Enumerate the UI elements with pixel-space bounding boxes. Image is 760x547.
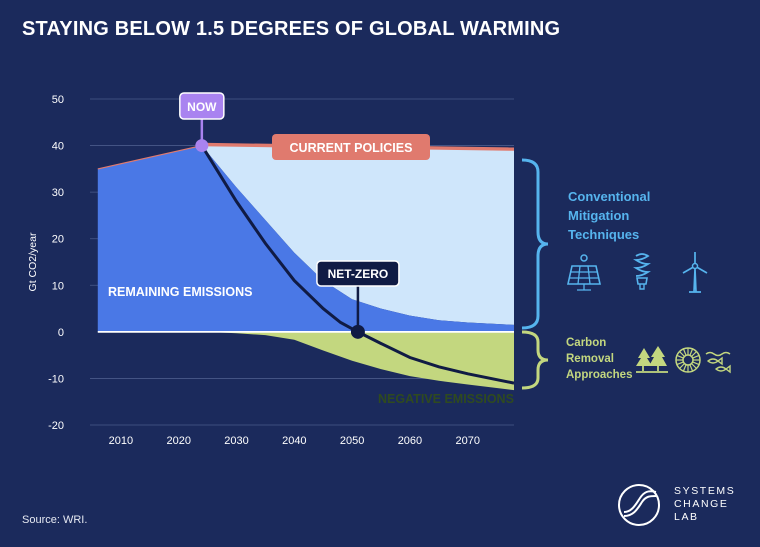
now-marker [195,139,209,153]
current-policies-label-box [272,134,430,160]
logo-text-lab: LAB [674,511,699,523]
x-tick-label: 2020 [166,435,190,447]
bulb-base-part [636,277,648,285]
logo-mark-icon [618,484,660,526]
conventional-mitigation-bracket [521,158,549,330]
fish-part [706,356,723,366]
icons [567,252,731,374]
petal-part [689,364,694,372]
petal-part [692,354,700,359]
tree-part [649,346,667,366]
systems-change-lab-logo: SYSTEMS CHANGE LAB [616,482,756,528]
sun-part [580,254,588,262]
petal-part [691,351,697,357]
remaining-emissions-area [97,145,514,332]
y-tick-label: -10 [48,373,64,385]
x-tick-label: 2050 [340,435,364,447]
wind-turbine-icon [682,252,708,293]
sunflower-icon [675,347,701,373]
petal-part [689,348,694,356]
trees-icon [636,346,668,373]
y-axis-label: Gt CO2/year [27,232,39,291]
y-tick-label: 0 [58,327,64,339]
now-label: NOW [187,100,217,114]
net-zero-label: NET-ZERO [328,267,389,281]
logo-text-change: CHANGE [674,498,729,510]
fish-icon [705,351,731,374]
petal-part [682,364,687,372]
y-tick-label: 20 [52,234,64,246]
now-label-box [179,92,225,120]
carbon-removal-label: Removal [566,353,614,365]
area-layer [97,142,515,391]
current-policies-label: CURRENT POLICIES [290,141,413,155]
light-bulb-icon [633,253,651,290]
conventional-mitigation-area [201,145,515,325]
x-tick-label: 2070 [456,435,480,447]
source-note: Source: WRI. [22,514,88,526]
carbon-removal-label: Carbon [566,337,606,349]
carbon-removal-bracket [521,330,549,390]
annotations: NOW NET-ZERO CURRENT POLICIES REMAINING EMI… [108,92,650,406]
hub-part [691,262,699,270]
y-tick-label: 10 [52,280,64,292]
net-zero-label-box [316,260,400,287]
petal-part [676,354,684,359]
petal-part [692,361,700,366]
petal-part [676,361,684,366]
petal-part [682,348,687,356]
petal-part [691,363,697,369]
chart-title: STAYING BELOW 1.5 DEGREES OF GLOBAL WARM… [22,18,561,40]
x-tick-label: 2040 [282,435,306,447]
y-tick-label: 40 [52,141,64,153]
conventional-mitigation-label: Techniques [568,227,639,242]
y-tick-label: 50 [52,94,64,106]
x-tick-label: 2060 [398,435,422,447]
conventional-mitigation-label: Conventional [568,189,650,204]
negative-emissions-area [97,331,514,391]
remaining-emissions-label: REMAINING EMISSIONS [108,285,252,299]
conventional-mitigation-label: Mitigation [568,208,629,223]
x-tick-label: 2030 [224,435,248,447]
bulb-coil-part [633,253,651,277]
ground-part [636,366,668,373]
petal-part [679,351,685,357]
tree-part [636,348,652,366]
y-tick-label: 30 [52,187,64,199]
panel-part [567,265,601,285]
blades-part [682,252,708,293]
petal-part [679,363,685,369]
bulb-tip-part [639,284,645,290]
fish-part [714,364,731,374]
carbon-removal-label: Approaches [566,369,632,381]
solar-panel-icon [567,254,601,291]
wave-part [705,351,731,357]
negative-emissions-label: NEGATIVE EMISSIONS [378,392,514,406]
logo-text-systems: SYSTEMS [674,485,736,497]
panel-grid-part [570,265,598,291]
x-tick-label: 2010 [109,435,133,447]
net-emissions-line [200,144,515,385]
net-zero-marker [350,324,365,339]
y-tick-label: -20 [48,420,64,432]
